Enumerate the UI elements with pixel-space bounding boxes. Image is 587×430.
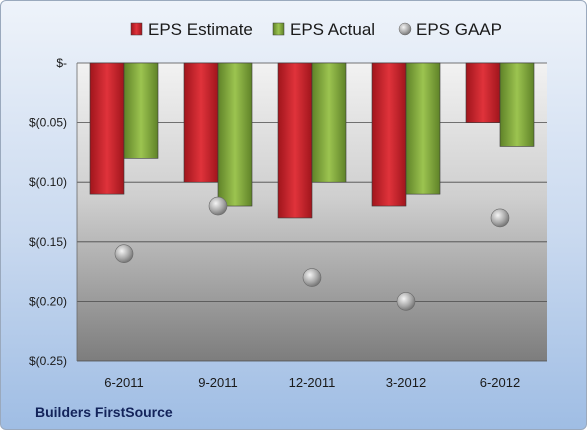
bar-eps-estimate (183, 62, 219, 183)
legend-swatch (272, 22, 285, 36)
x-tick-label: 6-2011 (104, 375, 144, 390)
bar-eps-estimate (277, 62, 313, 219)
point-eps-gaap (490, 208, 510, 228)
point-eps-gaap (208, 196, 228, 216)
bar-eps-actual (405, 62, 441, 195)
legend-label: EPS Estimate (148, 20, 253, 39)
legend: EPS Estimate EPS Actual EPS GAAP (130, 20, 502, 39)
legend-label: EPS Actual (290, 20, 375, 39)
bar-eps-estimate (89, 62, 125, 195)
bar-eps-actual (499, 62, 535, 147)
y-tick-label: $(0.15) (29, 235, 67, 249)
x-tick-label: 12-2011 (289, 375, 336, 390)
y-axis: $- $(0.05) $(0.10) $(0.15) $(0.20) $(0.25) (29, 56, 78, 368)
y-tick-label: $(0.05) (29, 116, 67, 130)
bar-eps-estimate (371, 62, 407, 207)
plot-area (77, 62, 547, 362)
y-tick-label: $(0.25) (29, 354, 67, 368)
x-tick-label: 3-2012 (386, 375, 426, 390)
bar-eps-actual (123, 62, 159, 159)
y-tick-label: $- (56, 56, 67, 70)
bar-eps-actual (311, 62, 347, 183)
point-eps-gaap (396, 292, 416, 311)
legend-label: EPS GAAP (416, 20, 502, 39)
point-eps-gaap (302, 268, 322, 287)
company-name: Builders FirstSource (35, 404, 173, 420)
legend-swatch (130, 22, 143, 36)
x-tick-label: 9-2011 (198, 375, 238, 390)
y-tick-label: $(0.20) (29, 294, 67, 308)
bar-eps-estimate (465, 62, 501, 123)
y-tick-label: $(0.10) (29, 175, 67, 189)
bar-eps-actual (217, 62, 253, 207)
x-tick-label: 6-2012 (480, 375, 520, 390)
point-eps-gaap (114, 244, 134, 264)
legend-swatch (398, 22, 412, 36)
x-axis: 6-2011 9-2011 12-2011 3-2012 6-2012 (104, 375, 520, 390)
